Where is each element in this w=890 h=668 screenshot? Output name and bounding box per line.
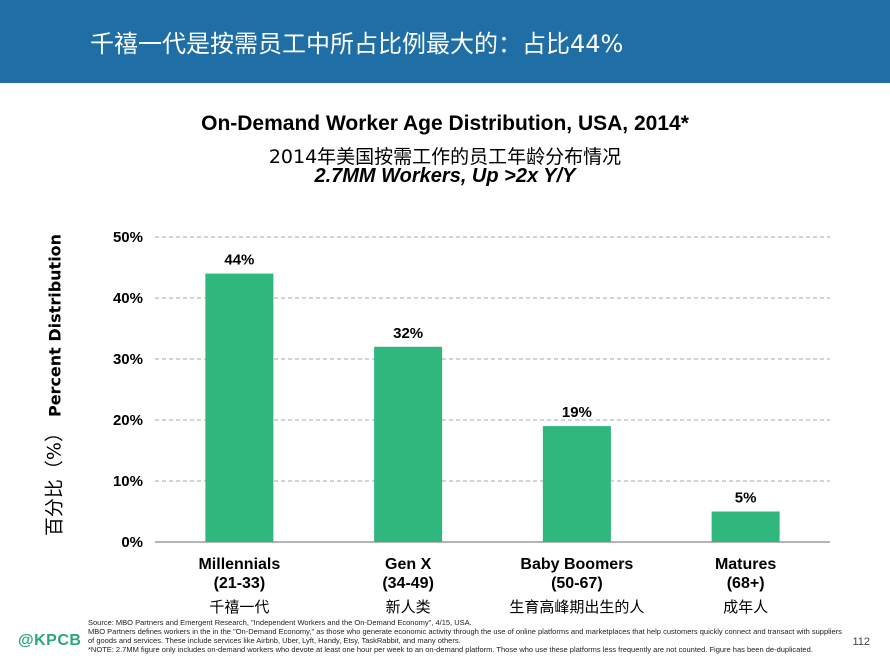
x-category-label: 生育高峰期出生的人 [509,598,644,616]
source-note: Source: MBO Partners and Emergent Resear… [88,618,848,654]
bar-value-label: 44% [224,252,254,269]
slide-title: 千禧一代是按需员工中所占比例最大的：占比44% [90,30,624,58]
bar [374,346,443,542]
bar-value-label: 5% [735,490,757,507]
x-category-label: Gen X [385,556,432,573]
chart-subtitle-cn: 2014年美国按需工作的员工年龄分布情况 [268,146,622,168]
bar [205,273,274,542]
x-category-label: 新人类 [386,598,431,616]
chart-subtitle: 2.7MM Workers, Up >2x Y/Y [314,165,576,187]
x-category-label: 成年人 [723,598,768,616]
bar-value-label: 19% [562,404,592,421]
bar-value-label: 32% [393,325,423,342]
bars [205,273,780,542]
source-line: Source: MBO Partners and Emergent Resear… [88,618,472,627]
y-tick-label: 50% [113,229,143,246]
definition-line: MBO Partners defines workers in the in t… [88,627,842,645]
x-category-label: Baby Boomers [520,556,633,573]
page-number: 112 [852,636,870,648]
x-category-label: Matures [715,556,776,573]
y-tick-label: 10% [113,473,143,490]
y-tick-labels: 0% 10% 20% 30% 40% 50% [113,229,143,551]
chart-title: On-Demand Worker Age Distribution, USA, … [201,112,689,135]
y-tick-label: 0% [121,534,143,551]
x-category-label: (34-49) [382,575,434,592]
x-category-label: (50-67) [551,575,603,592]
bar-value-labels: 44% 32% 19% 5% [224,252,756,507]
header-bar: 千禧一代是按需员工中所占比例最大的：占比44% [0,0,890,83]
x-category-label: (68+) [727,575,765,592]
x-category-labels: Millennials (21-33) 千禧一代 Gen X (34-49) 新人类 Bab… [198,556,776,616]
y-tick-label: 30% [113,351,143,368]
bar [711,511,780,542]
x-category-label: 千禧一代 [209,598,269,616]
bar [542,426,611,542]
kpcb-logo: @KPCB [18,632,82,649]
y-tick-label: 40% [113,290,143,307]
note-line: *NOTE: 2.7MM figure only includes on-dem… [88,645,813,654]
x-category-label: (21-33) [214,575,266,592]
x-category-label: Millennials [198,556,280,573]
y-tick-label: 20% [113,412,143,429]
